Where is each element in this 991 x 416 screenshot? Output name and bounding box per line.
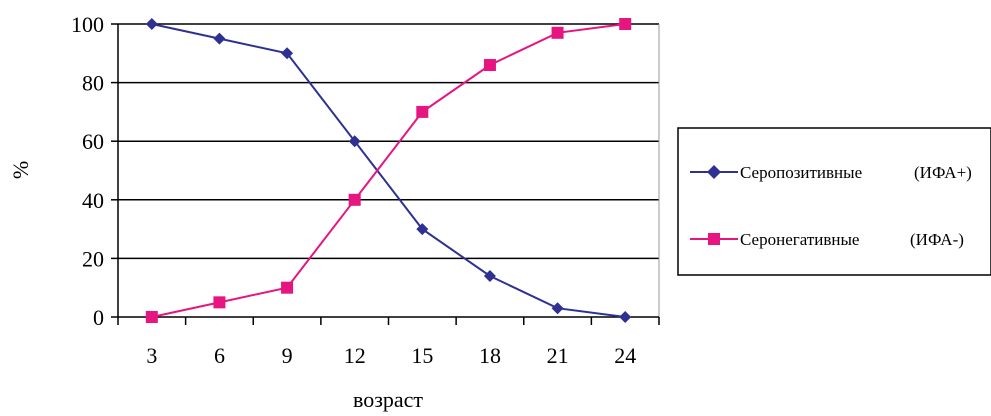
legend-label-seropositive: Серопозитивные	[740, 163, 862, 182]
x-tick-labels: 3 6 9 12 15 18 21 24	[146, 343, 636, 368]
x-tick-label-12: 12	[344, 343, 366, 368]
point-0-7	[619, 311, 632, 323]
x-tick-label-21: 21	[547, 343, 569, 368]
point-0-1	[213, 32, 226, 45]
point-0-3	[348, 135, 361, 148]
x-tick-label-3: 3	[146, 343, 157, 368]
legend: Серопозитивные (ИФА+) Серонегативные (ИФ…	[677, 127, 991, 276]
point-1-6	[551, 26, 564, 39]
point-0-5	[483, 269, 496, 282]
legend-tag-seropositive: (ИФА+)	[914, 163, 972, 182]
series-0	[145, 18, 632, 323]
y-tick-label-80: 80	[82, 71, 104, 96]
legend-entry-seropositive: Серопозитивные (ИФА+)	[690, 163, 972, 182]
series-1	[145, 18, 632, 323]
point-1-1	[213, 296, 226, 309]
y-tick-labels: 0 20 40 60 80 100	[71, 12, 104, 330]
point-1-0	[145, 311, 158, 323]
y-tick-label-100: 100	[71, 12, 104, 37]
point-0-6	[551, 302, 564, 315]
legend-label-seronegative: Серонегативные	[740, 230, 859, 249]
series-group	[145, 18, 632, 323]
x-axis-label: возраст	[353, 387, 423, 412]
axes	[111, 23, 660, 325]
x-tick-label-18: 18	[479, 343, 501, 368]
grid-lines	[118, 23, 660, 317]
y-tick-label-0: 0	[93, 305, 104, 330]
legend-box	[677, 127, 991, 276]
point-0-2	[281, 47, 294, 60]
series-line-0	[151, 23, 626, 318]
legend-marker-seronegative	[708, 233, 720, 245]
point-1-4	[416, 105, 429, 118]
x-tick-label-15: 15	[411, 343, 433, 368]
x-tick-label-6: 6	[214, 343, 225, 368]
point-1-5	[483, 59, 496, 72]
y-tick-label-60: 60	[82, 129, 104, 154]
legend-entry-seronegative: Серонегативные (ИФА-)	[690, 230, 964, 249]
point-1-2	[281, 281, 294, 294]
point-0-4	[416, 223, 429, 236]
legend-marker-seropositive	[707, 165, 721, 179]
y-tick-label-40: 40	[82, 188, 104, 213]
y-axis-label: %	[8, 161, 33, 179]
point-1-3	[348, 193, 361, 206]
legend-tag-seronegative: (ИФА-)	[910, 230, 964, 249]
x-tick-label-24: 24	[614, 343, 636, 368]
series-line-1	[151, 23, 626, 318]
point-0-0	[145, 18, 158, 30]
point-1-7	[619, 18, 632, 30]
x-tick-label-9: 9	[282, 343, 293, 368]
y-tick-label-20: 20	[82, 246, 104, 271]
